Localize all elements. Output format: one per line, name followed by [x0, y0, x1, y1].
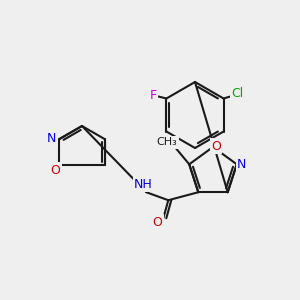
Text: N: N — [237, 158, 247, 171]
Text: O: O — [50, 164, 60, 176]
Text: Cl: Cl — [232, 87, 244, 100]
Text: NH: NH — [134, 178, 153, 191]
Text: O: O — [152, 216, 162, 229]
Text: O: O — [211, 140, 221, 152]
Text: CH₃: CH₃ — [157, 137, 178, 147]
Text: N: N — [47, 133, 56, 146]
Text: F: F — [150, 89, 157, 102]
